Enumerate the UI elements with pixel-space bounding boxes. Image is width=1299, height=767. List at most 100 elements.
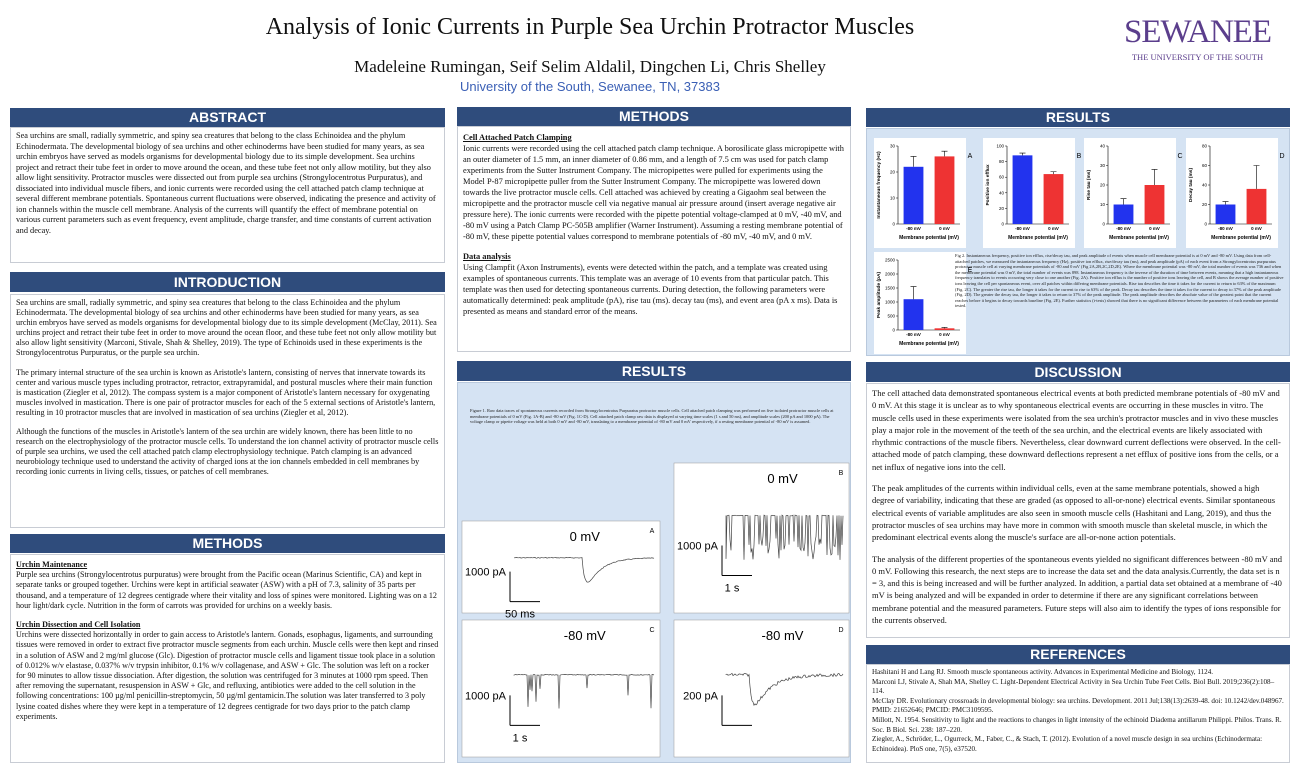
paragraph: The primary internal structure of the se…: [16, 367, 436, 417]
panel-label: B: [839, 470, 844, 477]
error-bar: [1222, 201, 1229, 205]
y-tick-label: 30: [890, 144, 896, 149]
x-axis-label: Membrane potential (mV): [899, 235, 959, 241]
subsection-title: Data analysis: [463, 252, 511, 261]
time-scale-label: 1 s: [513, 732, 528, 744]
y-axis-label: Decay tau (ms): [1188, 168, 1194, 203]
current-trace: [725, 514, 844, 560]
voltage-label: 0 mV: [767, 471, 798, 486]
error-bar: [1151, 169, 1158, 185]
trace-box: [673, 462, 850, 614]
y-axis-label: Rise tau (ms): [1086, 170, 1092, 201]
paragraph: The peak amplitudes of the currents with…: [872, 483, 1276, 543]
bar: [903, 166, 924, 224]
bar: [1012, 155, 1033, 224]
poster-title: Analysis of Ionic Currents in Purple Sea…: [265, 14, 915, 40]
reference: Hashitani H and Lang RJ. Smooth muscle s…: [872, 668, 1214, 676]
x-axis-label: Membrane potential (mV): [1109, 235, 1169, 241]
bar: [1215, 204, 1236, 224]
error-bar: [910, 286, 917, 300]
x-tick-label: -80 mV: [1015, 226, 1030, 231]
voltage-label: -80 mV: [564, 628, 606, 643]
bar: [1246, 188, 1267, 224]
x-axis-label: Membrane potential (mV): [899, 341, 959, 347]
y-tick-label: 40: [999, 190, 1005, 195]
paragraph: The analysis of the different properties…: [872, 553, 1283, 626]
x-axis-label: Membrane potential (mV): [1211, 235, 1271, 241]
error-bar: [1253, 165, 1260, 189]
y-tick-label: 20: [1100, 183, 1106, 188]
y-tick-label: 20: [890, 170, 896, 175]
error-bar: [1120, 198, 1127, 205]
y-tick-label: 2500: [885, 258, 896, 263]
error-bar: [1050, 171, 1057, 175]
amplitude-scale-label: 1000 pA: [465, 567, 507, 579]
y-tick-label: 10: [1100, 202, 1106, 207]
panel-label: C: [1177, 153, 1182, 160]
y-tick-label: 60: [1202, 163, 1208, 168]
y-tick-label: 60: [999, 175, 1005, 180]
current-trace: [513, 673, 655, 709]
y-tick-label: 0: [1204, 222, 1207, 227]
x-tick-label: 0 mV: [1048, 226, 1059, 231]
bar: [1043, 174, 1064, 224]
time-scale-label: 1 s: [725, 583, 740, 595]
reference: Millott, N. 1954. Sensitivity to light a…: [872, 715, 1282, 734]
section-heading: ABSTRACT: [10, 108, 445, 127]
logo-subtitle: THE UNIVERSITY OF THE SOUTH: [1131, 52, 1264, 62]
panel-label: B: [1077, 153, 1082, 160]
y-tick-label: 1500: [885, 286, 896, 291]
panel-label: A: [650, 528, 655, 535]
x-tick-label: -80 mV: [906, 332, 921, 337]
section-heading: INTRODUCTION: [10, 272, 445, 292]
trace-box: [461, 520, 661, 614]
paragraph: Purple sea urchins (Strongylocentrotus p…: [16, 570, 437, 610]
y-tick-label: 0: [892, 222, 895, 227]
references-panel: Hashitani H and Lang RJ. Smooth muscle s…: [866, 664, 1290, 763]
subsection-title: Urchin Dissection and Cell Isolation: [16, 620, 141, 630]
y-tick-label: 40: [1100, 144, 1106, 149]
introduction-panel: Sea urchins are small, radially symmetri…: [10, 294, 445, 528]
y-axis-label: Instantaneous frequency (Hz): [876, 151, 882, 219]
paragraph: Ionic currents were recorded using the c…: [463, 144, 844, 241]
y-tick-label: 30: [1100, 163, 1106, 168]
reference: Ziegler, A., Schröder, L., Ogurreck, M.,…: [872, 735, 1263, 753]
error-bar: [1019, 152, 1026, 156]
section-heading: REFERENCES: [866, 645, 1290, 664]
bar: [934, 156, 955, 224]
section-heading: RESULTS: [866, 108, 1290, 127]
y-tick-label: 0: [892, 328, 895, 333]
section-heading: METHODS: [10, 534, 445, 553]
amplitude-scale-label: 1000 pA: [677, 541, 719, 553]
logo: SEWANEE: [1124, 14, 1272, 50]
y-tick-label: 500: [887, 314, 895, 319]
y-tick-label: 0: [1001, 222, 1004, 227]
reference: McClay DR. Evolutionary crossroads in de…: [872, 696, 1284, 715]
trace-figure: A 0 mV 1000 pA 50 ms B 0 mV 1000 pA 1 s C -80 mV 1…: [461, 462, 850, 758]
y-axis-label: Positive ion efflux: [985, 164, 991, 205]
x-tick-label: 0 mV: [1251, 226, 1262, 231]
time-scale-label: 50 ms: [505, 609, 535, 621]
paragraph: Sea urchins are small, radially symmetri…: [16, 298, 437, 358]
abstract-panel: Sea urchins are small, radially symmetri…: [10, 127, 445, 263]
reference: Marconi LJ, Stivale A, Shah MA, Shelley …: [872, 677, 1275, 696]
paragraph: Urchins were dissected horizontally in o…: [16, 630, 439, 721]
y-tick-label: 20: [999, 206, 1005, 211]
paragraph: Using Clampfit (Axon Instruments), event…: [463, 263, 838, 316]
paragraph: Although the functions of the muscles in…: [16, 427, 439, 477]
voltage-label: 0 mV: [570, 529, 601, 544]
x-tick-label: -80 mV: [1218, 226, 1233, 231]
y-tick-label: 10: [890, 196, 896, 201]
affiliation: University of the South, Sewanee, TN, 37…: [460, 79, 720, 94]
panel-label: A: [968, 153, 973, 160]
panel-label: E: [968, 267, 973, 274]
x-tick-label: 0 mV: [1149, 226, 1160, 231]
abstract-text: Sea urchins are small, radially symmetri…: [16, 131, 436, 235]
bar: [903, 299, 924, 330]
y-tick-label: 80: [1202, 144, 1208, 149]
y-tick-label: 1000: [885, 300, 896, 305]
trace-box: [461, 619, 661, 758]
section-heading: METHODS: [457, 107, 851, 126]
bar: [1144, 185, 1165, 224]
